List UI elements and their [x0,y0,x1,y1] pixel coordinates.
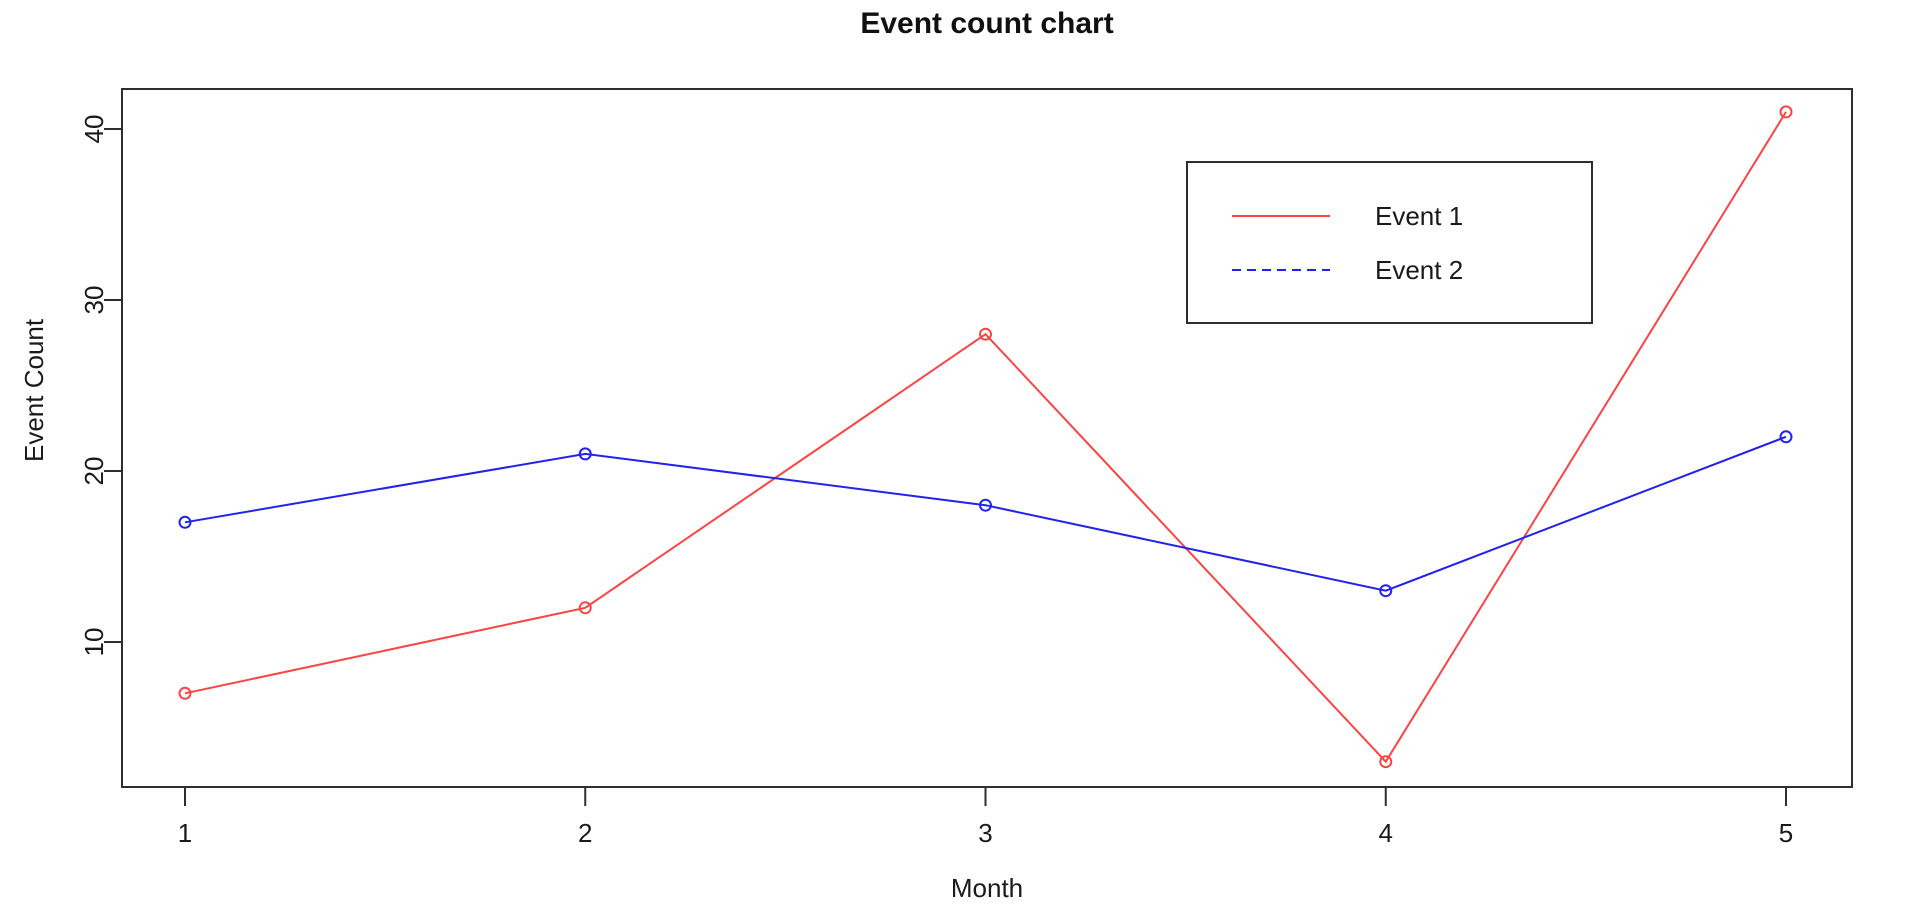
x-axis-tick-label: 5 [1779,818,1793,848]
y-axis-title: Event Count [19,318,49,462]
x-axis-title: Month [950,873,1024,903]
series-1-marker [1779,105,1793,119]
series-2-marker [979,498,992,512]
series-2-marker [178,515,192,529]
y-axis-tick-label: 30 [79,286,109,315]
x-axis-tick-label: 2 [578,818,592,848]
legend-label-2: Event 2 [1375,255,1463,285]
x-axis-tick-label: 3 [978,818,992,848]
series-1-marker [578,601,592,615]
y-axis-tick-label: 10 [79,628,109,657]
series-1-marker [1379,755,1393,769]
series-1-marker [979,327,992,341]
chart-title: Event count chart [860,7,1114,40]
series-2-marker [1379,584,1393,598]
x-axis-tick-label: 4 [1379,818,1393,848]
series-1-marker [178,686,192,700]
plot-frame [121,88,1853,788]
y-axis-tick-label: 40 [79,115,109,144]
legend-box [1186,161,1593,324]
y-axis-tick-label: 20 [79,457,109,486]
x-axis-tick-label: 1 [178,818,192,848]
series-line-2 [184,435,1787,592]
series-2-marker [578,447,592,461]
series-2-marker [1779,430,1793,444]
series-line-1 [184,111,1787,764]
legend-label-1: Event 1 [1375,201,1463,231]
